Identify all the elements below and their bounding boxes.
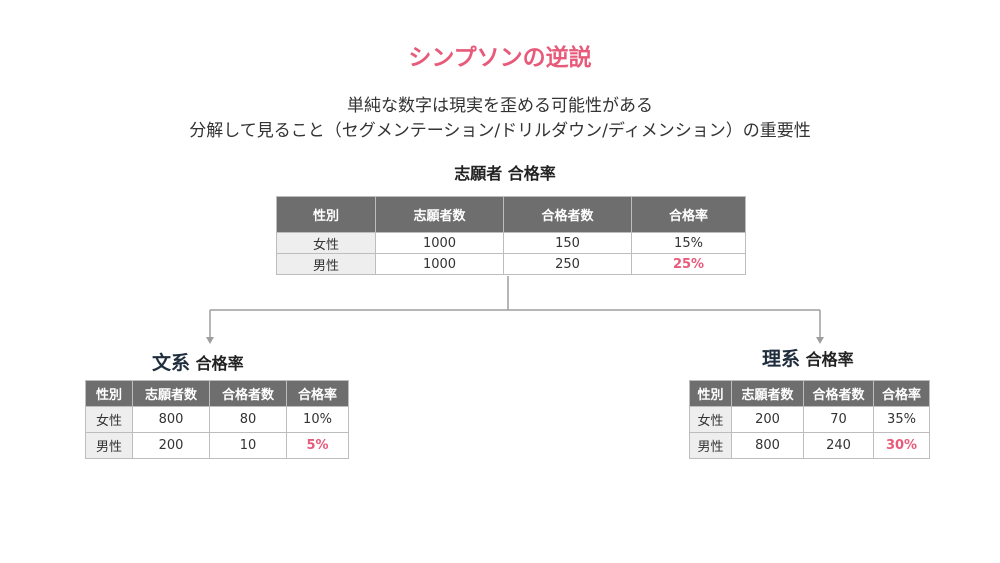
table-row: 男性 200 10 5%: [85, 432, 349, 459]
science-caption: 理系 合格率: [762, 344, 854, 371]
cell-passed: 150: [503, 232, 632, 254]
slide-title: シンプソンの逆説: [408, 45, 592, 71]
humanities-table: 性別 志願者数 合格者数 合格率 女性 800 80 10% 男性 200 10…: [85, 380, 349, 459]
cell-applicants: 1000: [375, 253, 504, 275]
overall-header-row: 性別 志願者数 合格者数 合格率: [276, 196, 746, 233]
table-row: 女性 800 80 10%: [85, 406, 349, 433]
table-row: 男性 800 240 30%: [689, 432, 930, 459]
cell-passed: 80: [209, 406, 287, 433]
cell-applicants: 800: [731, 432, 804, 459]
cell-rate-highlight: 25%: [631, 253, 746, 275]
science-caption-main: 理系: [762, 348, 801, 370]
table-row: 女性 200 70 35%: [689, 406, 930, 433]
header-passed: 合格者数: [803, 380, 874, 407]
overall-caption: 志願者 合格率: [454, 164, 556, 183]
cell-rate: 35%: [873, 406, 930, 433]
humanities-header-row: 性別 志願者数 合格者数 合格率: [85, 380, 349, 407]
overall-table: 性別 志願者数 合格者数 合格率 女性 1000 150 15% 男性 1000…: [276, 196, 746, 275]
cell-rate-highlight: 30%: [873, 432, 930, 459]
cell-gender: 男性: [85, 432, 133, 459]
header-gender: 性別: [276, 196, 376, 233]
cell-passed: 250: [503, 253, 632, 275]
cell-passed: 10: [209, 432, 287, 459]
table-row: 女性 1000 150 15%: [276, 232, 746, 254]
cell-gender: 男性: [276, 253, 376, 275]
cell-rate: 15%: [631, 232, 746, 254]
cell-gender: 男性: [689, 432, 732, 459]
header-applicants: 志願者数: [375, 196, 504, 233]
header-passed: 合格者数: [209, 380, 287, 407]
science-caption-sub: 合格率: [805, 350, 854, 369]
header-rate: 合格率: [631, 196, 746, 233]
header-gender: 性別: [689, 380, 732, 407]
science-header-row: 性別 志願者数 合格者数 合格率: [689, 380, 930, 407]
table-row: 男性 1000 250 25%: [276, 253, 746, 275]
science-table: 性別 志願者数 合格者数 合格率 女性 200 70 35% 男性 800 24…: [689, 380, 930, 459]
cell-rate-highlight: 5%: [286, 432, 349, 459]
cell-passed: 70: [803, 406, 874, 433]
cell-applicants: 200: [731, 406, 804, 433]
cell-gender: 女性: [689, 406, 732, 433]
humanities-caption-main: 文系: [152, 352, 191, 374]
cell-applicants: 200: [132, 432, 210, 459]
arrow-right-icon: [816, 337, 824, 344]
cell-gender: 女性: [276, 232, 376, 254]
cell-applicants: 800: [132, 406, 210, 433]
header-applicants: 志願者数: [731, 380, 804, 407]
subtitle-line-2: 分解して見ること（セグメンテーション/ドリルダウン/ディメンション）の重要性: [189, 121, 811, 141]
arrow-left-icon: [206, 337, 214, 344]
subtitle-line-1: 単純な数字は現実を歪める可能性がある: [347, 96, 653, 116]
header-rate: 合格率: [873, 380, 930, 407]
humanities-caption: 文系 合格率: [152, 348, 244, 375]
cell-gender: 女性: [85, 406, 133, 433]
cell-rate: 10%: [286, 406, 349, 433]
header-gender: 性別: [85, 380, 133, 407]
header-applicants: 志願者数: [132, 380, 210, 407]
cell-passed: 240: [803, 432, 874, 459]
cell-applicants: 1000: [375, 232, 504, 254]
header-passed: 合格者数: [503, 196, 632, 233]
header-rate: 合格率: [286, 380, 349, 407]
humanities-caption-sub: 合格率: [195, 354, 244, 373]
